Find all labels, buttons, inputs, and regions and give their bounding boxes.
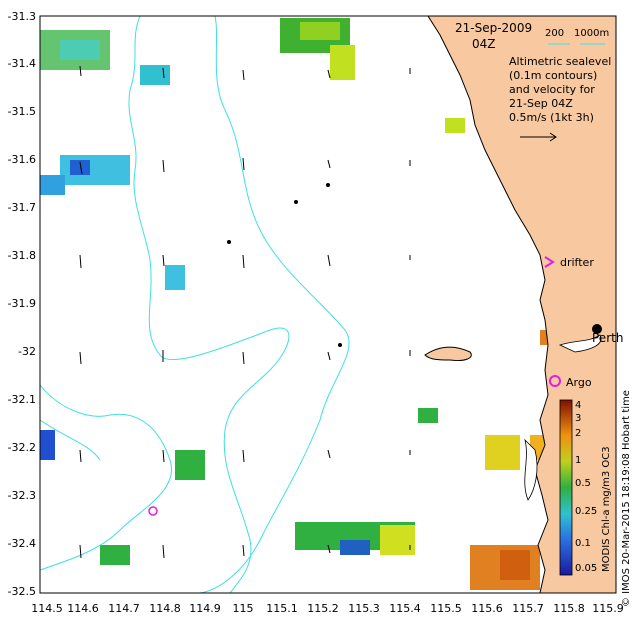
x-tick-label: 115.1	[266, 602, 298, 615]
argo-marker	[549, 375, 561, 387]
swan-river	[558, 334, 602, 353]
y-tick-label: -31.7	[8, 201, 36, 214]
x-tick-label: 114.6	[67, 602, 99, 615]
plot-frame	[39, 15, 617, 594]
scale-arrow-icon	[520, 132, 557, 142]
bathy-legend-1000: 1000m	[574, 28, 609, 39]
bathy-legend-200: 200	[545, 28, 564, 39]
colorbar-tick: 0.1	[575, 538, 591, 549]
description-line: Altimetric sealevel	[509, 55, 611, 68]
colorbar-tick: 1	[575, 455, 581, 466]
x-tick-label: 114.9	[189, 602, 221, 615]
y-tick-label: -31.6	[8, 153, 36, 166]
colorbar-tick: 0.05	[575, 563, 597, 574]
y-tick-label: -31.9	[8, 297, 36, 310]
x-tick-label: 115.6	[471, 602, 503, 615]
description-line: 0.5m/s (1kt 3h)	[509, 111, 594, 124]
y-tick-label: -32	[18, 345, 36, 358]
y-tick-label: -32.3	[8, 489, 36, 502]
map-time: 04Z	[472, 37, 496, 51]
y-tick-label: -32.4	[8, 537, 36, 550]
y-axis: -31.3 -31.4 -31.5 -31.6 -31.7 -31.8 -31.…	[8, 10, 36, 598]
perth-marker	[592, 324, 602, 334]
argo-label: Argo	[566, 376, 592, 389]
colorbar-tick: 0.5	[575, 478, 591, 489]
x-tick-label: 115.4	[389, 602, 421, 615]
perth-label: Perth	[592, 331, 623, 345]
x-tick-label: 114.7	[108, 602, 140, 615]
drifter-marker	[544, 256, 555, 268]
x-tick-label: 115.8	[553, 602, 585, 615]
description: Altimetric sealevel (0.1m contours) and …	[509, 55, 611, 124]
colorbar-side-text: MODIS Chl-a mg/m3 OC3	[601, 446, 612, 572]
rottnest-island	[424, 346, 472, 361]
peel-inlet	[524, 438, 538, 501]
x-tick-label: 115.3	[348, 602, 380, 615]
x-tick-label: 115	[233, 602, 254, 615]
y-tick-label: -32.2	[8, 441, 36, 454]
y-tick-label: -32.5	[8, 585, 36, 598]
y-tick-label: -31.8	[8, 249, 36, 262]
x-tick-label: 114.8	[149, 602, 181, 615]
colorbar	[559, 399, 573, 576]
x-tick-label: 115.9	[592, 602, 624, 615]
bathymetry-contours	[40, 16, 350, 593]
y-tick-label: -31.4	[8, 57, 36, 70]
map-date: 21-Sep-2009	[455, 21, 532, 35]
x-tick-label: 114.5	[31, 602, 63, 615]
description-line: (0.1m contours)	[509, 69, 597, 82]
y-tick-label: -31.5	[8, 105, 36, 118]
velocity-arrows	[79, 65, 411, 559]
drifter-label: drifter	[560, 256, 594, 269]
x-tick-label: 115.5	[430, 602, 462, 615]
credit-text: © IMOS 20-Mar-2015 18:19:08 Hobart time	[621, 390, 632, 607]
x-tick-label: 115.7	[512, 602, 544, 615]
colorbar-tick: 4	[575, 400, 581, 411]
x-tick-label: 115.2	[307, 602, 339, 615]
description-line: and velocity for	[509, 83, 595, 96]
y-tick-label: -31.3	[8, 10, 36, 23]
y-tick-label: -32.1	[8, 393, 36, 406]
colorbar-ticks: 4 3 2 1 0.5 0.25 0.1 0.05	[575, 400, 597, 574]
colorbar-tick: 3	[575, 413, 581, 424]
colorbar-tick: 2	[575, 428, 581, 439]
colorbar-tick: 0.25	[575, 506, 597, 517]
x-axis: 114.5 114.6 114.7 114.8 114.9 115 115.1 …	[31, 602, 624, 615]
description-line: 21-Sep 04Z	[509, 97, 573, 110]
drifter-track-marker	[148, 506, 158, 516]
